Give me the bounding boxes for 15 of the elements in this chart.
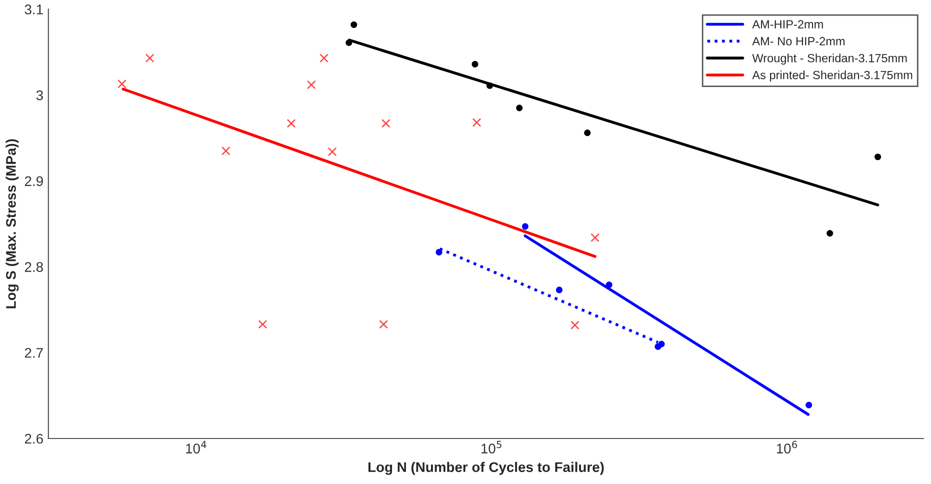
y-tick-label: 2.7: [24, 348, 43, 358]
y-axis-title: Log S (Max. Stress (MPa)): [6, 139, 19, 308]
x-tick-label: 10$^{5}$: [481, 440, 502, 454]
x-tick-label: 10$^{4}$: [186, 440, 206, 454]
legend-label: As printed- Sheridan-3.175mm: [752, 70, 912, 82]
y-tick-label: 2.6: [24, 434, 43, 444]
y-tick-label: 3: [36, 90, 43, 100]
y-tick-label: 2.9: [24, 176, 43, 186]
y-tick-label: 2.8: [24, 262, 43, 272]
y-tick-label: 3.1: [24, 4, 43, 14]
x-axis-title: Log N (Number of Cycles to Failure): [368, 462, 604, 475]
legend-label: AM- No HIP-2mm: [752, 37, 845, 46]
x-tick-label: 10$^{6}$: [776, 440, 797, 454]
legend-label: Wrought - Sheridan-3.175mm: [752, 54, 907, 65]
legend-label: AM-HIP-2mm: [752, 20, 823, 28]
